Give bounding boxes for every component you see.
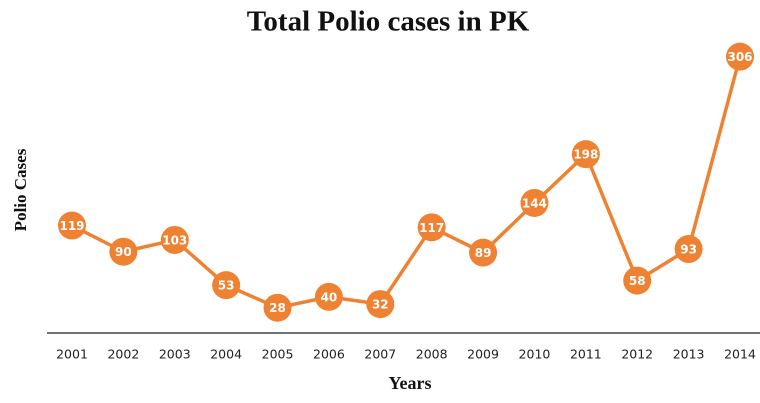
point [314, 282, 343, 311]
data-label: 40 [321, 290, 338, 304]
data-label: 28 [269, 301, 286, 315]
chart-title: Total Polio cases in PK [247, 6, 530, 38]
point [726, 42, 754, 71]
data-label: 53 [218, 279, 235, 293]
data-label: 198 [573, 148, 598, 162]
point [469, 238, 498, 267]
data-label: 117 [419, 221, 444, 235]
x-tick-label: 2009 [467, 347, 499, 362]
data-label: 90 [115, 245, 132, 259]
point [160, 225, 189, 254]
data-label: 144 [522, 196, 547, 210]
data-label: 32 [372, 298, 389, 312]
data-label: 119 [59, 219, 84, 233]
point [674, 235, 703, 264]
point [263, 293, 292, 322]
x-tick-label: 2003 [159, 347, 191, 362]
x-tick-label: 2002 [107, 347, 139, 362]
x-tick-label: 2001 [56, 347, 88, 362]
point [417, 213, 446, 242]
data-label: 89 [475, 246, 492, 260]
data-label: 58 [629, 274, 646, 288]
data-label: 93 [680, 243, 697, 257]
x-tick-label: 2005 [262, 347, 294, 362]
point [571, 140, 600, 169]
x-tick-label: 2013 [673, 347, 705, 362]
x-axis-label: Years [389, 373, 432, 393]
data-label: 103 [162, 233, 187, 247]
x-tick-label: 2006 [313, 347, 345, 362]
point [520, 188, 549, 217]
point [58, 211, 86, 240]
x-tick-label: 2010 [519, 347, 551, 362]
point [623, 266, 652, 295]
point [366, 290, 395, 319]
point [212, 271, 241, 300]
point [109, 237, 138, 266]
y-axis-label: Polio Cases [11, 148, 30, 231]
x-tick-label: 2014 [724, 347, 756, 362]
x-tick-label: 2012 [621, 347, 653, 362]
x-tick-label: 2004 [210, 347, 242, 362]
x-tick-label: 2008 [416, 347, 448, 362]
data-label: 306 [727, 50, 752, 64]
x-tick-label: 2011 [570, 347, 602, 362]
x-tick-label: 2007 [364, 347, 396, 362]
